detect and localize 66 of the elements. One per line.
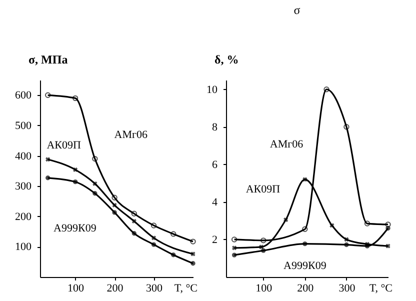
point xyxy=(46,176,50,180)
point xyxy=(232,246,237,250)
point xyxy=(324,86,330,92)
y-tick-label: 200 xyxy=(15,210,32,223)
point xyxy=(170,231,176,237)
point xyxy=(151,242,156,247)
y-axis-title: δ, % xyxy=(214,52,239,66)
x-tick-label: 300 xyxy=(146,282,164,294)
y-tick-label: 10 xyxy=(206,84,218,96)
point xyxy=(330,223,334,228)
x-tick-label: 100 xyxy=(68,282,85,294)
point xyxy=(151,236,156,240)
y-axis-title: σ, MПa xyxy=(28,52,68,66)
x-tick-label: 100 xyxy=(256,282,273,294)
series-label: А999К09 xyxy=(284,260,327,272)
point xyxy=(302,177,308,182)
point xyxy=(132,218,136,224)
y-tick-label: 600 xyxy=(15,90,32,102)
series-label: АК09П xyxy=(246,183,280,196)
point xyxy=(364,220,370,226)
y-tick-label: 2 xyxy=(212,234,218,246)
series-label: А999К09 xyxy=(54,222,97,234)
point xyxy=(190,261,196,266)
point xyxy=(283,217,288,222)
point xyxy=(190,252,196,256)
x-axis-title: T, °C xyxy=(369,282,392,294)
text: АМг06 xyxy=(114,128,148,141)
point xyxy=(344,124,350,130)
point xyxy=(386,226,390,231)
point xyxy=(261,248,266,253)
point xyxy=(92,156,98,162)
y-tick-label: 400 xyxy=(15,150,32,162)
point xyxy=(112,202,117,208)
point xyxy=(150,222,157,228)
y-tick-label: 6 xyxy=(212,158,218,171)
x-axis-title: T, °C xyxy=(174,282,198,294)
point xyxy=(46,157,50,162)
x-tick-label: 200 xyxy=(106,282,124,294)
x-tick-label: 200 xyxy=(297,282,314,294)
point xyxy=(344,242,349,248)
y-tick-label: 100 xyxy=(15,241,32,254)
point xyxy=(131,210,137,216)
y-tick-label: 300 xyxy=(15,180,32,193)
point xyxy=(72,179,78,184)
point xyxy=(258,244,264,250)
series-label: АМг06 xyxy=(270,138,304,150)
point xyxy=(72,167,78,172)
text: σ xyxy=(294,3,301,17)
point xyxy=(92,181,98,186)
y-tick-label: 4 xyxy=(212,196,218,208)
point xyxy=(386,244,390,248)
y-tick-label: 8 xyxy=(212,121,218,134)
point xyxy=(302,241,308,246)
point xyxy=(112,210,117,215)
point xyxy=(260,238,266,244)
point xyxy=(171,252,176,258)
point xyxy=(344,237,349,242)
x-tick-label: 300 xyxy=(338,282,356,294)
point xyxy=(132,231,136,236)
point xyxy=(302,226,308,232)
point xyxy=(232,252,237,258)
y-tick-label: 500 xyxy=(15,120,32,132)
point xyxy=(112,194,118,200)
point xyxy=(92,191,98,196)
point xyxy=(72,95,78,102)
series-label: АК09П xyxy=(46,139,82,152)
